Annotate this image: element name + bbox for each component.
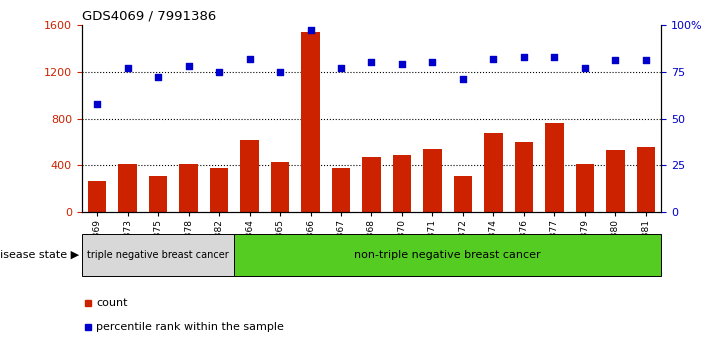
Bar (545, 123, 564, 212)
Bar (606, 150, 625, 212)
Point (152, 74, 164, 80)
Point (213, 69, 225, 74)
Text: GDS4069 / 7991386: GDS4069 / 7991386 (82, 9, 216, 22)
Text: triple negative breast cancer: triple negative breast cancer (87, 250, 229, 260)
Bar (484, 133, 503, 212)
Point (427, 59, 438, 65)
Bar (82, 234, 234, 276)
Point (457, 76, 469, 82)
Bar (118, 164, 137, 212)
Point (365, 59, 377, 65)
Text: count: count (96, 298, 128, 308)
Point (244, 56, 255, 61)
Text: disease state ▶: disease state ▶ (0, 250, 79, 260)
Point (488, 56, 499, 61)
Point (274, 69, 286, 74)
Bar (423, 149, 442, 212)
Point (183, 63, 194, 69)
Point (610, 58, 621, 63)
Bar (179, 164, 198, 212)
Bar (234, 234, 661, 276)
Bar (332, 168, 350, 212)
Bar (88, 181, 106, 212)
Bar (210, 168, 228, 212)
Bar (515, 142, 533, 212)
Bar (271, 162, 289, 212)
Point (579, 65, 591, 71)
Bar (363, 157, 380, 212)
Bar (454, 176, 472, 212)
Point (122, 65, 133, 71)
Point (91, 101, 102, 107)
Text: non-triple negative breast cancer: non-triple negative breast cancer (354, 250, 541, 260)
Point (305, 28, 316, 33)
Bar (149, 176, 167, 212)
Point (336, 65, 347, 71)
Bar (301, 32, 320, 212)
Point (641, 58, 652, 63)
Bar (576, 164, 594, 212)
Bar (637, 147, 655, 212)
Point (518, 54, 530, 59)
Point (396, 61, 407, 67)
Point (549, 54, 560, 59)
Bar (240, 140, 259, 212)
Bar (393, 155, 411, 212)
Text: percentile rank within the sample: percentile rank within the sample (96, 322, 284, 332)
